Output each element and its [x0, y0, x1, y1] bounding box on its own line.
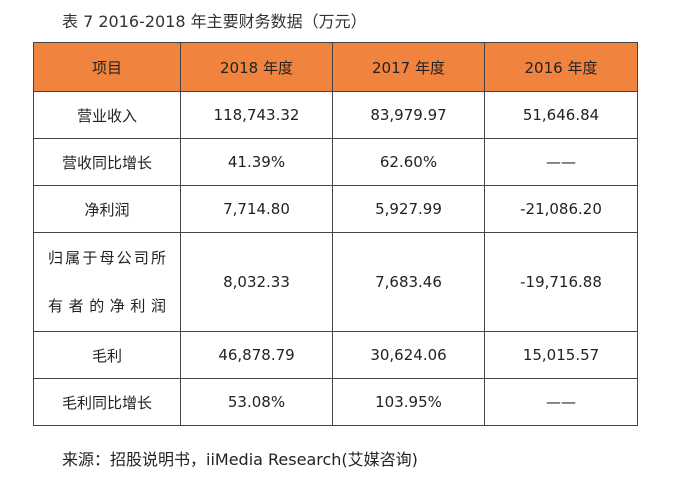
- value-2018: 46,878.79: [180, 331, 333, 379]
- row-label-text: 归属于母公司所有者的净利润: [48, 249, 166, 315]
- row-label: 营业收入: [33, 91, 181, 139]
- table-caption: 表 7 2016-2018 年主要财务数据（万元）: [62, 12, 367, 31]
- value-2016: 51,646.84: [484, 91, 638, 139]
- value-2016: 15,015.57: [484, 331, 638, 379]
- value-2018: 7,714.80: [180, 185, 333, 233]
- value-2018: 41.39%: [180, 138, 333, 186]
- table-row: 归属于母公司所有者的净利润 8,032.33 7,683.46 -19,716.…: [33, 232, 638, 332]
- row-label: 毛利同比增长: [33, 378, 181, 426]
- value-2016: ——: [484, 378, 638, 426]
- value-2018: 118,743.32: [180, 91, 333, 139]
- table-header-row: 项目 2018 年度 2017 年度 2016 年度: [33, 42, 638, 92]
- value-2017: 83,979.97: [332, 91, 485, 139]
- header-2016: 2016 年度: [484, 42, 638, 92]
- row-label: 净利润: [33, 185, 181, 233]
- financial-data-table: 项目 2018 年度 2017 年度 2016 年度 营业收入 118,743.…: [33, 42, 638, 426]
- value-2017: 5,927.99: [332, 185, 485, 233]
- value-2016: -21,086.20: [484, 185, 638, 233]
- value-2017: 30,624.06: [332, 331, 485, 379]
- row-label: 归属于母公司所有者的净利润: [33, 232, 181, 332]
- row-label: 营收同比增长: [33, 138, 181, 186]
- value-2018: 53.08%: [180, 378, 333, 426]
- value-2017: 62.60%: [332, 138, 485, 186]
- table-row: 毛利 46,878.79 30,624.06 15,015.57: [33, 331, 638, 379]
- value-2017: 7,683.46: [332, 232, 485, 332]
- header-item: 项目: [33, 42, 181, 92]
- table-row: 营业收入 118,743.32 83,979.97 51,646.84: [33, 91, 638, 139]
- source-note: 来源：招股说明书，iiMedia Research(艾媒咨询): [62, 450, 418, 469]
- table-row: 毛利同比增长 53.08% 103.95% ——: [33, 378, 638, 426]
- value-2017: 103.95%: [332, 378, 485, 426]
- value-2018: 8,032.33: [180, 232, 333, 332]
- header-2017: 2017 年度: [332, 42, 485, 92]
- row-label: 毛利: [33, 331, 181, 379]
- header-2018: 2018 年度: [180, 42, 333, 92]
- value-2016: -19,716.88: [484, 232, 638, 332]
- table-row: 营收同比增长 41.39% 62.60% ——: [33, 138, 638, 186]
- value-2016: ——: [484, 138, 638, 186]
- table-row: 净利润 7,714.80 5,927.99 -21,086.20: [33, 185, 638, 233]
